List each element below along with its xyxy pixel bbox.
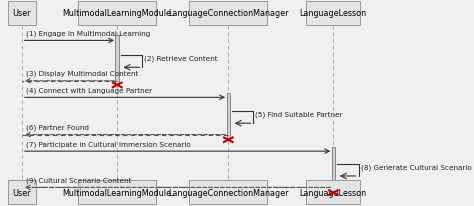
Text: (9) Cultural Scenario Content: (9) Cultural Scenario Content xyxy=(26,177,131,183)
Text: User: User xyxy=(13,9,31,18)
Text: User: User xyxy=(13,188,31,197)
Bar xyxy=(8,2,36,26)
Bar xyxy=(78,2,155,26)
Text: (7) Participate in Cultural Immersion Scenario: (7) Participate in Cultural Immersion Sc… xyxy=(26,140,191,147)
Text: LanguageConnectionManager: LanguageConnectionManager xyxy=(168,188,288,197)
Text: (3) Display Multimodal Content: (3) Display Multimodal Content xyxy=(26,70,138,77)
Bar xyxy=(332,147,335,193)
Bar xyxy=(190,180,267,204)
Text: (5) Find Suitable Partner: (5) Find Suitable Partner xyxy=(255,111,343,118)
Text: LanguageConnectionManager: LanguageConnectionManager xyxy=(168,9,288,18)
Text: (4) Connect with Language Partner: (4) Connect with Language Partner xyxy=(26,87,152,93)
Bar xyxy=(116,36,119,85)
Text: (6) Partner Found: (6) Partner Found xyxy=(26,124,89,130)
Bar xyxy=(8,180,36,204)
Text: LanguageLesson: LanguageLesson xyxy=(300,188,367,197)
Text: (1) Engage in Multimodal Learning: (1) Engage in Multimodal Learning xyxy=(26,30,150,37)
Text: MultimodalLearningModule: MultimodalLearningModule xyxy=(63,188,172,197)
Text: (2) Retrieve Content: (2) Retrieve Content xyxy=(145,55,218,62)
Bar xyxy=(306,180,360,204)
Text: (8) Generate Cultural Scenario: (8) Generate Cultural Scenario xyxy=(361,164,471,170)
Text: LanguageLesson: LanguageLesson xyxy=(300,9,367,18)
Bar xyxy=(190,2,267,26)
Bar xyxy=(227,94,230,140)
Bar xyxy=(78,180,155,204)
Text: MultimodalLearningModule: MultimodalLearningModule xyxy=(63,9,172,18)
Bar xyxy=(306,2,360,26)
